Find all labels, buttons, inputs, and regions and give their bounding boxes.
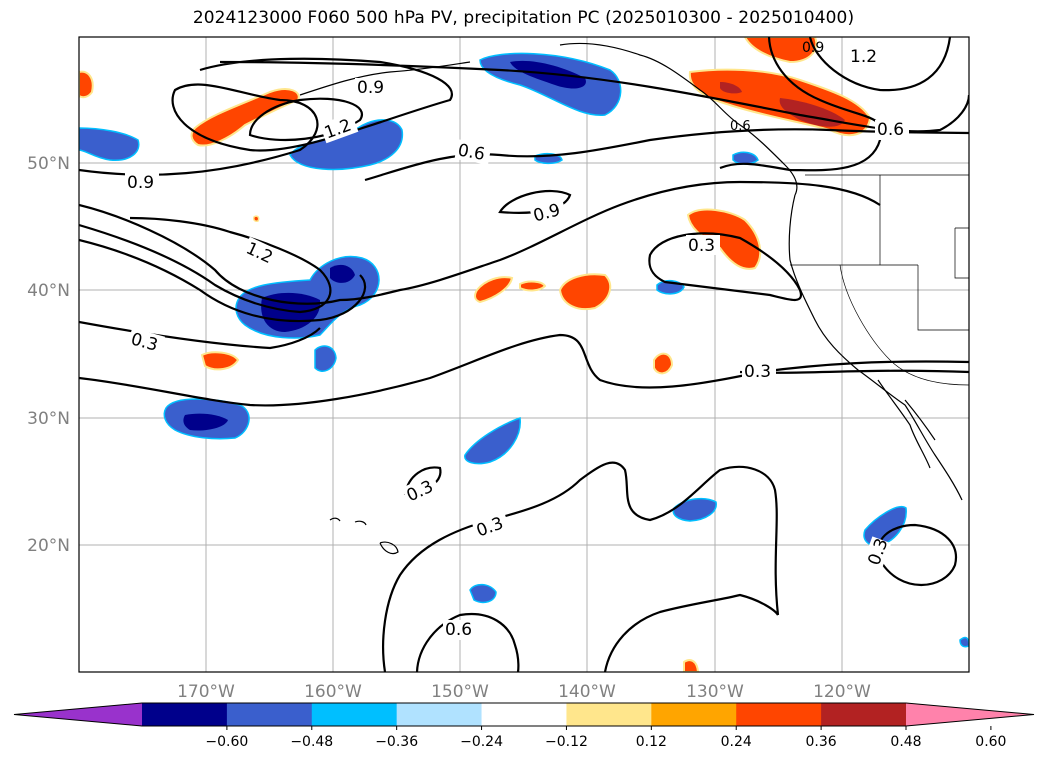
contour-label: 0.9 <box>357 78 384 98</box>
colorbar-outline <box>13 702 1035 727</box>
colorbar-segment <box>396 703 483 726</box>
blue-area <box>479 52 622 116</box>
colorbar-tick-label: −0.48 <box>290 734 333 750</box>
red-core <box>720 82 742 94</box>
contour-label: 0.6 <box>730 119 751 134</box>
colorbar-segment <box>736 703 822 726</box>
contour-0.3-central <box>79 238 367 323</box>
colorbar-tick-label: 0.48 <box>890 734 921 750</box>
baja-california <box>877 379 936 469</box>
contour-label: 0.6 <box>445 620 472 640</box>
lat-tick-label: 20°N <box>27 536 70 556</box>
colorbar-extend-low <box>14 703 142 726</box>
precip-negative-areas <box>79 52 969 648</box>
colorbar-tick-label: 0.12 <box>636 734 667 750</box>
blue-area <box>314 345 337 372</box>
contour-labels: 0.9 1.2 0.6 0.9 0.9 1.2 0.3 0.3 0.3 0.3 … <box>125 40 909 640</box>
lon-tick-label: 150°W <box>431 682 489 702</box>
blue-core <box>261 292 321 332</box>
orange-area <box>190 88 300 147</box>
latitude-labels: 50°N 40°N 30°N 20°N <box>27 154 70 556</box>
colorbar-segment <box>481 703 567 726</box>
coastlines <box>299 42 969 555</box>
colorbar-segment <box>651 703 737 726</box>
hawaii-islands <box>329 517 399 555</box>
lon-tick-label: 120°W <box>813 682 871 702</box>
orange-area <box>653 352 674 375</box>
blue-area <box>672 497 717 522</box>
colorbar-tick-label: −0.60 <box>205 734 248 750</box>
contour-0.3-west <box>79 320 321 350</box>
colorbar-segment <box>566 703 652 726</box>
contour-0.6-pacific <box>79 180 881 305</box>
orange-area <box>519 280 547 292</box>
colorbar-tick-label: 0.36 <box>806 734 837 750</box>
colorbar-segment <box>821 703 907 726</box>
map-frame <box>78 36 970 673</box>
contour-1.2-aleutian <box>248 97 363 142</box>
orange-area <box>683 659 700 672</box>
contour-label: 0.3 <box>744 362 771 382</box>
chart-title: 2024123000 F060 500 hPa PV, precipitatio… <box>192 8 855 28</box>
contour-0.3-loop-east <box>648 232 803 302</box>
blue-core <box>183 413 228 431</box>
lat-tick-label: 30°N <box>27 409 70 429</box>
colorbar-segment <box>142 703 228 726</box>
lon-tick-label: 170°W <box>177 682 235 702</box>
colorbar-extend-high <box>906 703 1034 726</box>
orange-area <box>79 70 94 99</box>
contour-0.9-north <box>79 57 969 176</box>
contour-0.6-lower <box>415 593 779 672</box>
lat-tick-label: 40°N <box>27 281 70 301</box>
colorbar-segment <box>311 703 398 726</box>
orange-area <box>743 37 818 64</box>
orange-area <box>200 351 240 371</box>
contour-0.3-se-loop <box>877 523 958 586</box>
colorbar-tick-label: 0.24 <box>721 734 752 750</box>
lon-tick-label: 140°W <box>558 682 616 702</box>
blue-core <box>510 60 586 89</box>
contour-label: 0.9 <box>802 40 824 56</box>
blue-core <box>330 264 355 283</box>
blue-area <box>469 583 497 604</box>
contour-label: 0.6 <box>456 141 486 165</box>
orange-area <box>558 273 612 310</box>
colorbar-tick-label: −0.12 <box>545 734 588 750</box>
blue-area <box>464 416 521 465</box>
blue-area <box>79 127 140 161</box>
blue-area <box>863 505 907 547</box>
colorbar: −0.60 −0.48 −0.36 −0.24 −0.12 0.12 0.24 0.36 0.4… <box>13 702 1035 750</box>
contour-0.3-lower <box>382 461 780 672</box>
colorbar-tick-label: −0.36 <box>375 734 418 750</box>
contour-1.2-ne <box>808 37 952 92</box>
contour-label: 0.3 <box>688 236 715 256</box>
contour-label: 1.2 <box>850 47 877 67</box>
blue-area <box>959 636 969 648</box>
colorbar-tick-label: 0.60 <box>975 734 1006 750</box>
contour-label: 0.6 <box>877 120 904 140</box>
alaska-coast <box>299 42 798 196</box>
lon-tick-label: 160°W <box>304 682 362 702</box>
blue-area <box>732 151 759 165</box>
lat-tick-label: 50°N <box>27 154 70 174</box>
contour-label: 0.9 <box>127 173 154 193</box>
colorbar-tick-label: −0.24 <box>460 734 503 750</box>
orange-area <box>253 215 260 222</box>
longitude-labels: 170°W 160°W 150°W 140°W 130°W 120°W <box>177 682 871 702</box>
us-state-borders <box>790 175 969 386</box>
north-america-coast <box>788 194 963 501</box>
colorbar-segment <box>226 703 313 726</box>
contour-1.2-west <box>79 216 332 314</box>
orange-area <box>474 276 514 304</box>
lon-tick-label: 130°W <box>686 682 744 702</box>
contour-0.9-gulf-loop <box>498 189 572 214</box>
